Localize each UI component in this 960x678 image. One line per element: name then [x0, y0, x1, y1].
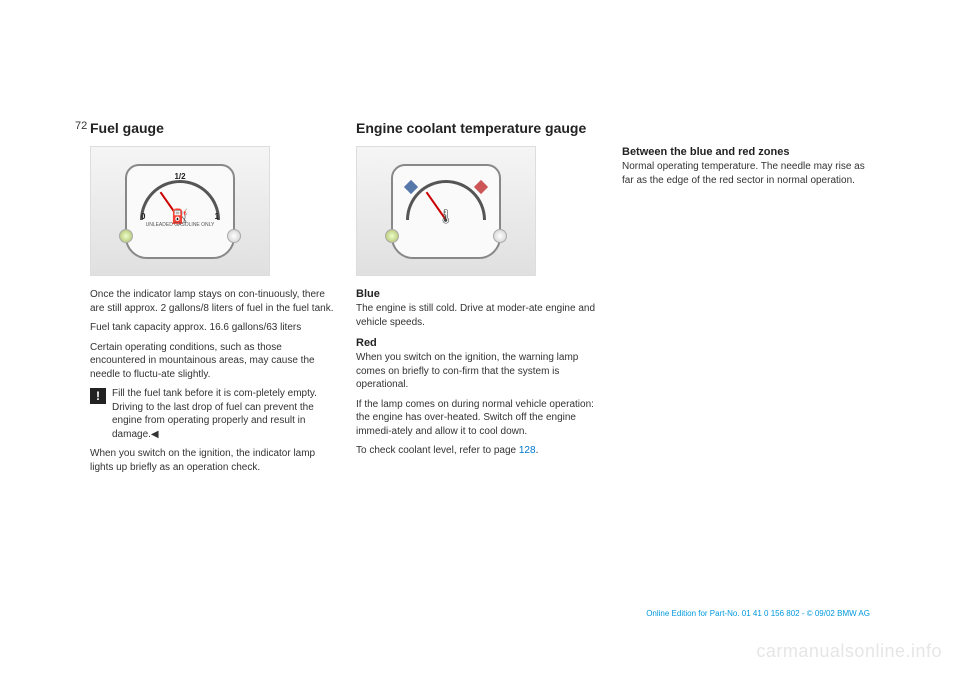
fuel-text-1: Once the indicator lamp stays on con-tin… — [90, 288, 338, 315]
thermometer-icon: 🌡 — [437, 208, 455, 225]
red-text-1: When you switch on the ignition, the war… — [356, 351, 604, 392]
caution-text: Fill the fuel tank before it is com-plet… — [112, 387, 338, 441]
fuel-gauge-subtext: UNLEADED GASOLINE ONLY — [145, 222, 215, 228]
subhead-blue: Blue — [356, 288, 604, 300]
heading-fuel-gauge: Fuel gauge — [90, 120, 338, 136]
fuel-text-3: Certain operating conditions, such as th… — [90, 341, 338, 382]
fuel-gauge-label-half: 1/2 — [174, 172, 185, 181]
fuel-gauge-label-0: 0 — [141, 212, 145, 221]
caution-icon: ! — [90, 388, 106, 404]
between-zones-text: Normal operating temperature. The needle… — [622, 160, 870, 187]
red-text-3b: . — [536, 445, 539, 456]
page-content: 72 Fuel gauge 0 1/2 1 ⛽ UNLEADED GASOLIN… — [0, 0, 960, 520]
column-coolant-main: Engine coolant temperature gauge 🌡 Blue … — [356, 120, 604, 480]
subhead-between-zones: Between the blue and red zones — [622, 146, 870, 158]
fuel-text-4: When you switch on the ignition, the ind… — [90, 447, 338, 474]
footer-text: Online Edition for Part-No. 01 41 0 156 … — [646, 609, 870, 618]
red-text-3: To check coolant level, refer to page 12… — [356, 444, 604, 458]
fuel-gauge-body: 0 1/2 1 ⛽ UNLEADED GASOLINE ONLY — [125, 164, 235, 259]
columns: Fuel gauge 0 1/2 1 ⛽ UNLEADED GASOLINE O… — [90, 120, 870, 480]
red-text-2: If the lamp comes on during normal vehic… — [356, 398, 604, 439]
coolant-gauge-figure: 🌡 — [356, 146, 536, 276]
watermark: carmanualsonline.info — [756, 641, 942, 662]
subhead-red: Red — [356, 337, 604, 349]
coolant-gauge-light-left — [385, 229, 399, 243]
fuel-gauge-label-1: 1 — [215, 212, 219, 221]
coolant-blue-mark — [404, 179, 418, 193]
column-fuel-gauge: Fuel gauge 0 1/2 1 ⛽ UNLEADED GASOLINE O… — [90, 120, 338, 480]
caution-block: ! Fill the fuel tank before it is com-pl… — [90, 387, 338, 441]
red-text-3a: To check coolant level, refer to page — [356, 445, 519, 456]
page-link-128[interactable]: 128 — [519, 445, 536, 456]
fuel-gauge-figure: 0 1/2 1 ⛽ UNLEADED GASOLINE ONLY — [90, 146, 270, 276]
page-number: 72 — [75, 120, 87, 132]
fuel-gauge-light-right — [227, 229, 241, 243]
fuel-gauge-light-left — [119, 229, 133, 243]
column-coolant-zones: . Between the blue and red zones Normal … — [622, 120, 870, 480]
fuel-text-2: Fuel tank capacity approx. 16.6 gallons/… — [90, 321, 338, 335]
coolant-red-mark — [474, 179, 488, 193]
coolant-gauge-body: 🌡 — [391, 164, 501, 259]
blue-text: The engine is still cold. Drive at moder… — [356, 302, 604, 329]
coolant-gauge-light-right — [493, 229, 507, 243]
heading-coolant: Engine coolant temperature gauge — [356, 120, 604, 136]
